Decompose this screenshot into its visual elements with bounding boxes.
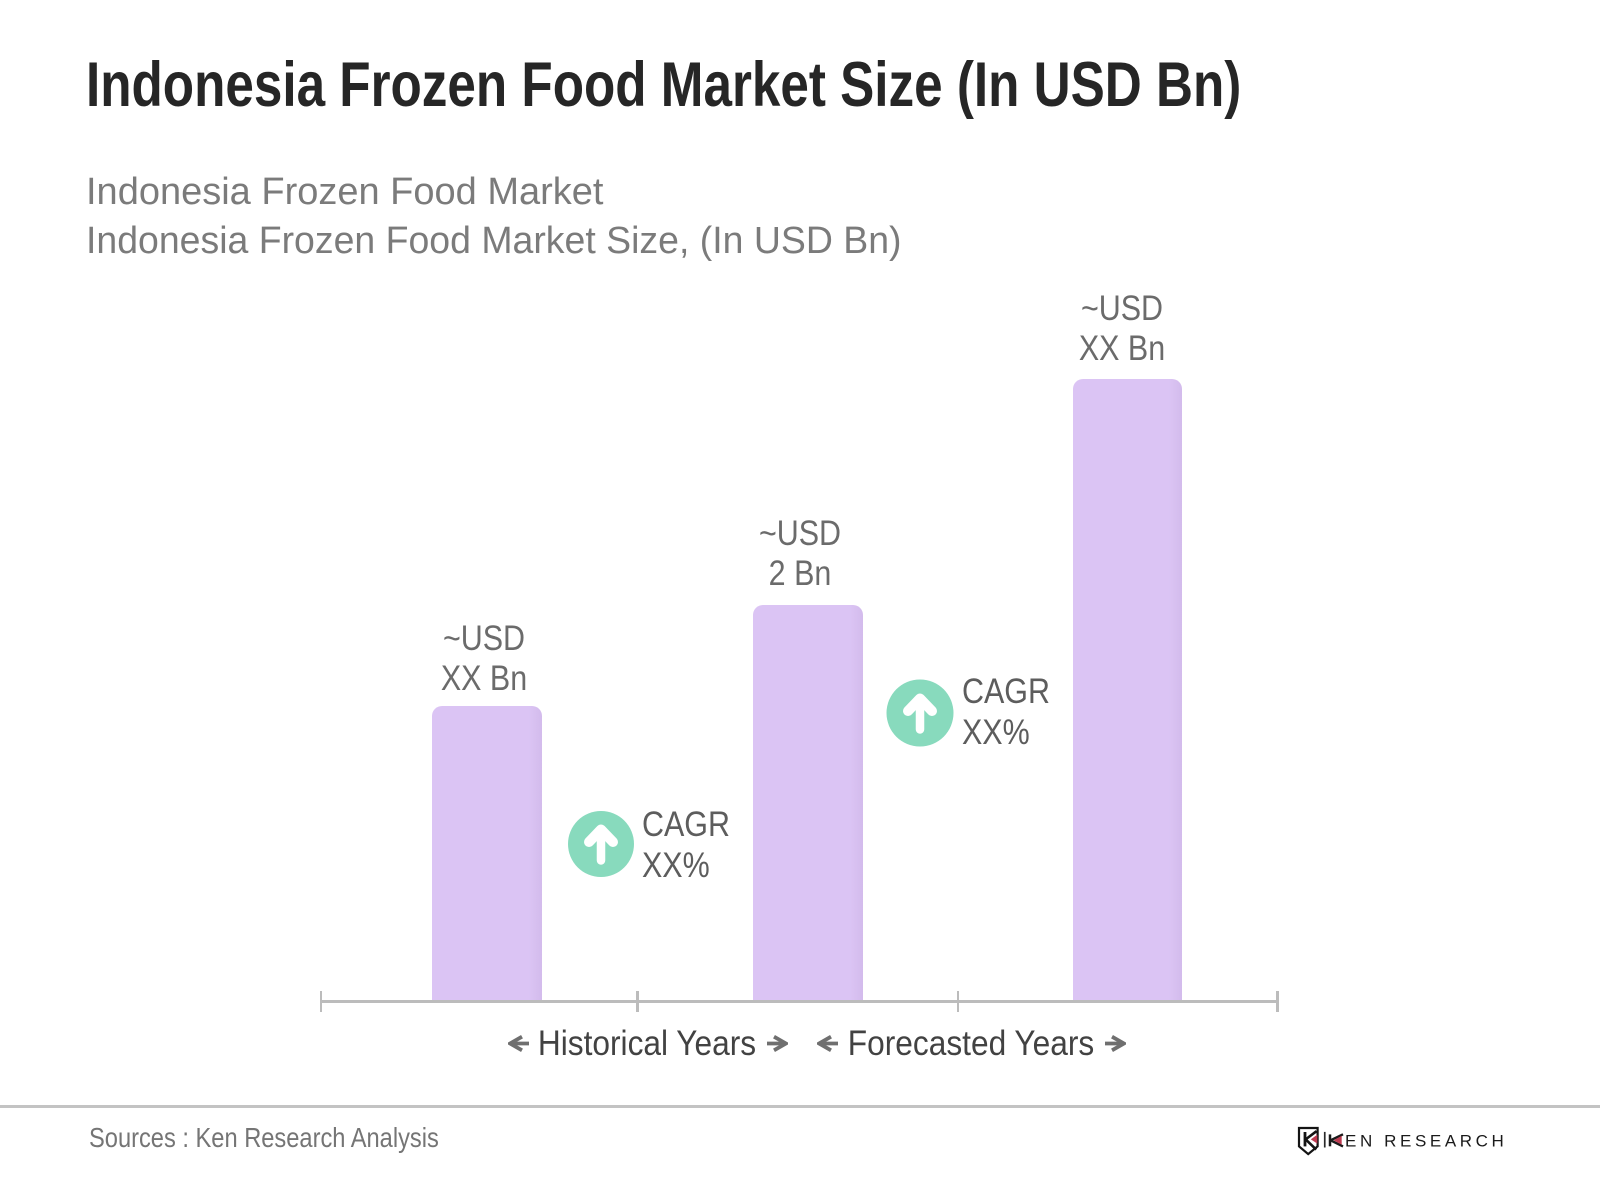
svg-text:EN RESEARCH: EN RESEARCH (1345, 1131, 1507, 1150)
